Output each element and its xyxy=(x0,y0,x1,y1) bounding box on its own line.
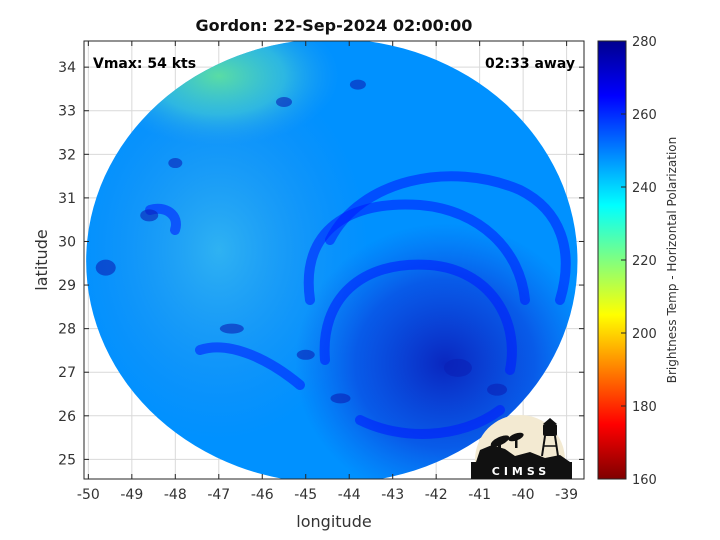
x-tick-label: -43 xyxy=(381,487,404,503)
time-offset-annotation: 02:33 away xyxy=(485,56,575,72)
cold-cell xyxy=(296,349,315,360)
x-tick-label: -49 xyxy=(120,487,143,503)
colorbar-tick-label: 200 xyxy=(632,327,657,342)
y-tick-label: 29 xyxy=(58,278,76,294)
x-tick-label: -40 xyxy=(512,487,535,503)
x-tick-label: -48 xyxy=(164,487,187,503)
y-tick-label: 27 xyxy=(58,365,76,381)
northwest-warm-patch xyxy=(98,41,339,146)
svg-text:CIMSS: CIMSS xyxy=(492,465,550,478)
y-tick-label: 32 xyxy=(58,147,76,163)
x-tick-label: -44 xyxy=(338,487,361,503)
y-tick-label: 26 xyxy=(58,409,76,425)
y-axis-label: latitude xyxy=(32,229,51,290)
cold-cell xyxy=(487,383,508,396)
y-tick-label: 31 xyxy=(58,191,76,207)
x-tick-label: -42 xyxy=(425,487,448,503)
y-axis: 25 26 27 28 29 30 31 32 33 34 xyxy=(58,60,584,468)
x-tick-label: -46 xyxy=(251,487,274,503)
cold-cell xyxy=(140,209,159,222)
cold-cell xyxy=(330,393,351,404)
colorbar-tick-label: 220 xyxy=(632,254,657,269)
rainband xyxy=(303,199,530,305)
rainband xyxy=(319,259,517,375)
colorbar-tick-label: 160 xyxy=(632,473,657,488)
y-tick-label: 34 xyxy=(58,60,76,76)
x-axis-label: longitude xyxy=(296,512,371,531)
cold-cell xyxy=(276,97,292,108)
western-warm-region xyxy=(86,60,369,441)
y-tick-label: 25 xyxy=(58,452,76,468)
x-tick-label: -39 xyxy=(555,487,578,503)
cold-cell xyxy=(168,158,183,169)
colorbar-label: Brightness Temp - Horizontal Polarizatio… xyxy=(665,137,679,384)
x-axis: -50 -49 -48 -47 -46 -45 -44 -43 -42 -41 -40 -39 xyxy=(77,41,578,503)
colorbar-tick-label: 280 xyxy=(632,35,657,50)
colorbar-tick-label: 180 xyxy=(632,400,657,415)
cimss-logo: CIMSS xyxy=(471,415,572,479)
colorbar-ticks: 160 180 200 220 240 260 280 xyxy=(621,35,657,488)
colorbar-tick-label: 260 xyxy=(632,108,657,123)
x-tick-label: -47 xyxy=(207,487,230,503)
rainband xyxy=(195,342,305,390)
axes-frame xyxy=(83,40,585,480)
chart-title: Gordon: 22-Sep-2024 02:00:00 xyxy=(196,16,473,35)
cold-cell xyxy=(95,259,116,276)
y-tick-label: 28 xyxy=(58,322,76,338)
x-tick-label: -41 xyxy=(468,487,491,503)
cold-cell xyxy=(219,323,244,334)
colorbar: 160 180 200 220 240 260 280 Brightness Temp - … xyxy=(597,35,679,488)
rainband xyxy=(145,203,181,235)
y-tick-label: 30 xyxy=(58,234,76,250)
rainband xyxy=(325,171,571,305)
y-tick-label: 33 xyxy=(58,104,76,120)
cold-cell xyxy=(443,358,472,377)
colorbar-tick-label: 240 xyxy=(632,181,657,196)
rainband xyxy=(355,405,505,439)
x-tick-label: -45 xyxy=(294,487,317,503)
x-tick-label: -50 xyxy=(77,487,100,503)
cold-cell xyxy=(349,79,366,90)
vmax-annotation: Vmax: 54 kts xyxy=(93,56,196,72)
